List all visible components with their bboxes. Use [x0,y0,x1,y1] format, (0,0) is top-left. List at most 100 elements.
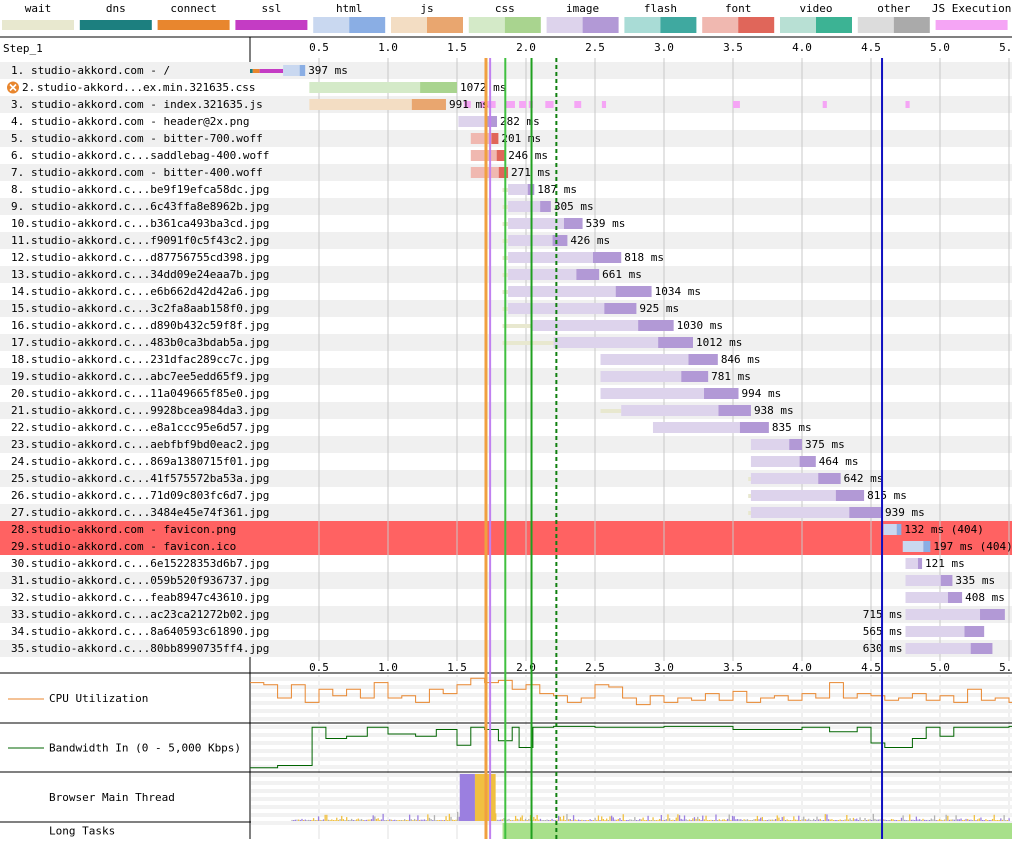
ssl-bar [259,69,284,73]
image-ttfb-bar [905,558,918,569]
request-number: 22. [11,421,31,434]
main-thread-bar [834,820,836,821]
main-thread-bar [824,814,826,821]
legend-label: video [799,2,832,15]
main-thread-bar [647,815,649,821]
main-thread-bar [894,819,896,821]
request-row-15: 15. studio-akkord.c...3c2fa8aab158f0.jpg 9… [11,302,679,315]
main-thread-bar [922,818,924,821]
main-thread-bar [768,819,770,821]
legend-swatch-dark [349,17,386,33]
request-label: studio-akkord.c...059b520f936737.jpg [31,574,269,587]
main-thread-bar [360,819,363,821]
legend-swatch-light [546,17,583,33]
request-label: studio-akkord.c...d890b432c59f8f.jpg [31,319,269,332]
main-thread-bar [713,820,715,821]
main-thread-bar [523,820,525,821]
main-thread-bar [584,820,586,821]
x-tick-label-bottom: 1.0 [378,661,398,674]
main-thread-bar [753,819,755,821]
main-thread-bar [559,816,561,821]
main-thread-bar [700,820,702,821]
request-duration: 282 ms [500,115,540,128]
main-thread-bar [397,820,399,821]
x-tick-label-top: 4.5 [861,41,881,54]
cpu-line [250,677,1012,706]
main-thread-bar [457,811,459,821]
request-label: studio-akkord.c...3c2fa8aab158f0.jpg [31,302,269,315]
main-thread-bar [856,818,858,821]
main-thread-bar [629,819,631,821]
main-thread-bar [788,820,790,821]
main-thread-bar [867,819,869,821]
request-number: 15. [11,302,31,315]
request-label: studio-akkord.com - index.321635.js [31,98,263,111]
main-thread-bar [553,819,555,821]
main-thread-bar [539,818,542,821]
main-thread-bar [513,819,515,821]
step-label: Step_1 [3,42,43,55]
request-label: studio-akkord.c...ac23ca21272b02.jpg [31,608,269,621]
legend-item-flash: flash [624,2,697,33]
request-label: studio-akkord.c...e8a1ccc95e6d57.jpg [31,421,269,434]
main-thread-bar [375,818,378,821]
request-number: 13. [11,268,31,281]
main-thread-bar [592,820,595,821]
main-thread-bar [599,820,601,821]
legend-item-dns: dns [79,2,152,30]
js-execution-mark [463,101,471,108]
main-thread-bar [675,817,677,821]
main-thread-bar [506,819,508,821]
request-number: 17. [11,336,31,349]
main-thread-bar [942,820,944,821]
main-thread-bar [756,815,759,821]
main-thread-bar [740,819,742,821]
font-download-bar [496,150,506,161]
main-thread-bar [978,818,980,821]
legend-label: other [877,2,910,15]
main-thread-bar [1003,815,1005,821]
main-thread-bar [655,820,658,821]
main-thread-bar [887,820,889,821]
main-thread-bar [412,820,414,821]
main-thread-bar [354,820,356,821]
request-row-21: 21. studio-akkord.c...9928bcea984da3.jpg 9… [11,404,794,417]
main-thread-bar [763,819,765,821]
request-row-27: 27. studio-akkord.c...3484e45e74f361.jpg 9… [11,506,925,519]
main-thread-bar [688,819,691,821]
main-thread-bar [728,814,730,821]
request-label: studio-akkord.c...b361ca493ba3cd.jpg [31,217,269,230]
main-thread-bar [743,819,745,821]
x-tick-label-top: 2.0 [516,41,536,54]
wait-bar [502,341,554,345]
main-thread-bar [771,819,773,821]
main-thread-bar [316,820,318,821]
request-duration: 464 ms [819,455,859,468]
request-duration: 121 ms [925,557,965,570]
main-thread-bar [695,818,697,821]
main-thread-bar [534,818,537,821]
main-thread-bar [715,814,717,821]
image-ttfb-bar [508,252,593,263]
request-row-25: 25. studio-akkord.c...41f575572ba53a.jpg 6… [11,472,883,485]
request-number: 24. [11,455,31,468]
legend-item-js-execution: JS Execution [932,2,1011,30]
main-thread-bar [822,820,825,821]
panel-stripe [251,677,1012,681]
request-number: 16. [11,319,31,332]
main-thread-bar [884,819,886,821]
main-thread-bar [702,815,704,821]
image-ttfb-bar [508,303,605,314]
x-tick-label-bottom: 5.0 [930,661,950,674]
x-tick-label-top: 5.5 [999,41,1012,54]
main-thread-bar [947,815,949,821]
main-thread-bar [877,819,879,821]
wait-bar [748,477,751,481]
main-thread-bar [501,819,504,821]
main-thread-bar [586,820,588,821]
main-thread-bar [659,818,661,821]
main-thread-bar [889,820,891,821]
legend-swatch [935,20,1008,30]
request-label: studio-akkord.c...8a640593c61890.jpg [31,625,269,638]
image-ttfb-bar [600,388,705,399]
